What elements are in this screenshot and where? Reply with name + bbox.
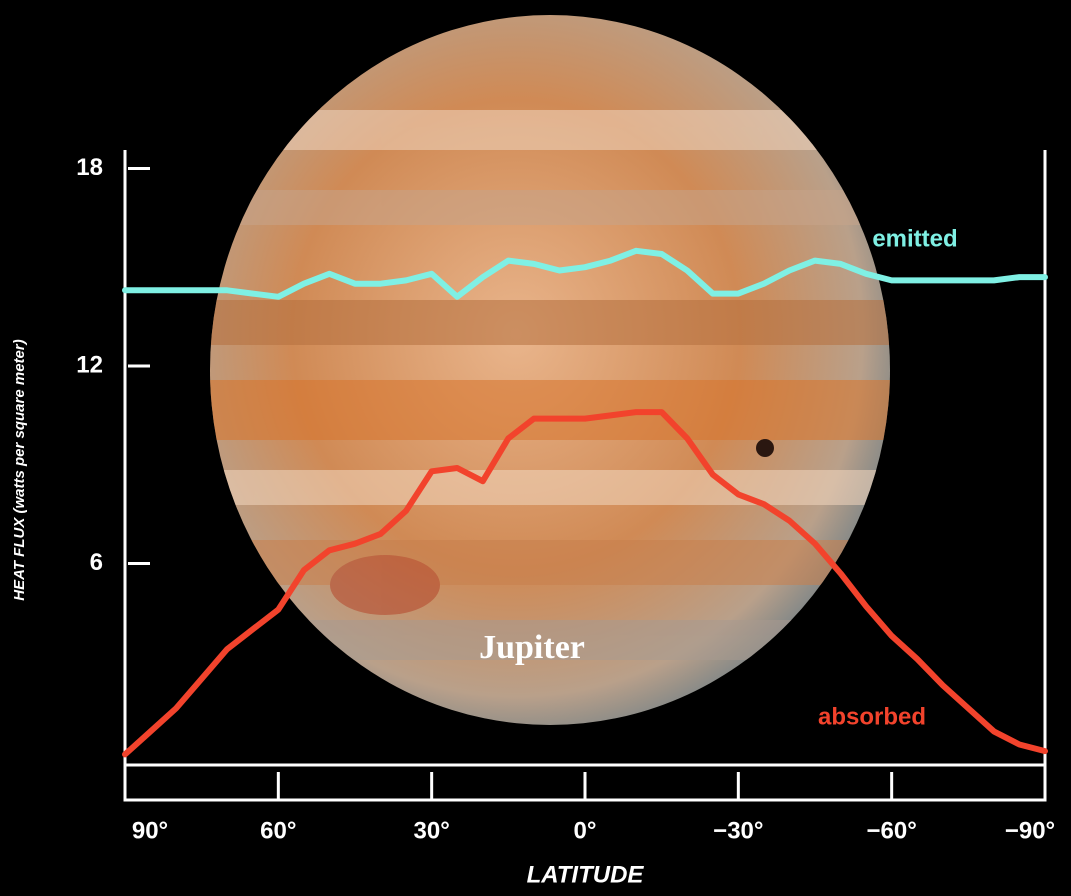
planet-image (210, 15, 890, 725)
plot-area: 6 12 18 90° 60° 30° 0° −30° −60° −90° emitted absor… (76, 154, 1055, 845)
x-tick-label: 30° (414, 817, 450, 844)
x-tick-label: 90° (132, 817, 168, 844)
y-tick-label: 12 (76, 351, 103, 378)
annotation: Jupiter (479, 629, 585, 666)
y-tick-label: 18 (76, 154, 103, 181)
x-axis-label: LATITUDE (527, 861, 645, 888)
x-tick-label: −90° (1005, 817, 1055, 844)
x-tick-label: 60° (260, 817, 296, 844)
x-tick-label: −60° (867, 817, 917, 844)
data-line (122, 247, 1048, 300)
series-label: absorbed (818, 703, 926, 730)
x-tick-label: 0° (574, 817, 597, 844)
series-label: emitted (872, 225, 957, 252)
x-tick-label: −30° (713, 817, 763, 844)
data-line (122, 409, 1048, 758)
y-tick-label: 6 (90, 549, 103, 576)
y-axis-label: HEAT FLUX (watts per square meter) (11, 339, 28, 600)
